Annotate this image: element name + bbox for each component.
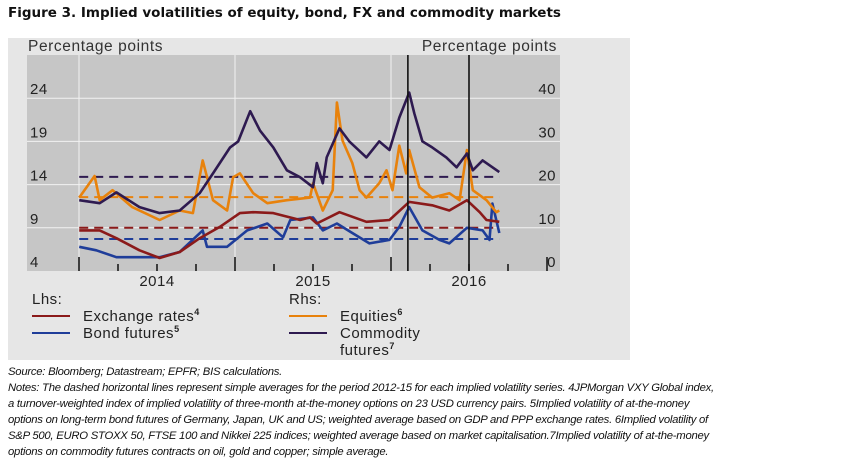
legend-label-exchange-rates: Exchange rates4 xyxy=(83,307,200,325)
rhs-axis-label: Percentage points xyxy=(422,38,557,55)
notes-line: options on long-term bond futures of Ger… xyxy=(8,414,708,426)
notes-line: S&P 500, EURO STOXX 50, FTSE 100 and Nik… xyxy=(8,430,709,442)
lhs-tick-label: 9 xyxy=(30,211,39,228)
legend: Lhs: Rhs: Exchange rates4 Bond futures5 … xyxy=(32,291,420,359)
x-tick-label: 2016 xyxy=(451,273,486,290)
lhs-tick-label: 4 xyxy=(30,254,39,271)
y-tick-labels: 24 19 14 9 4 40 30 20 10 0 xyxy=(30,81,556,271)
legend-label-line: Commodity xyxy=(340,325,420,342)
rhs-tick-label: 40 xyxy=(538,81,556,98)
lhs-tick-label: 19 xyxy=(30,124,48,141)
source-text: Source: Bloomberg; Datastream; EPFR; BIS… xyxy=(8,366,283,378)
legend-lhs-title: Lhs: xyxy=(32,291,62,308)
x-tick-label: 2015 xyxy=(295,273,330,290)
notes-block: Source: Bloomberg; Datastream; EPFR; BIS… xyxy=(8,364,863,460)
legend-label-commodity-futures: Commodity futures7 xyxy=(340,325,420,359)
series-line-exchange-rates xyxy=(79,198,500,260)
series-line-commodity-futures xyxy=(79,91,501,215)
figure-title: Figure 3. Implied volatilities of equity… xyxy=(8,5,561,21)
rhs-tick-label: 20 xyxy=(538,168,556,185)
legend-rhs-title: Rhs: xyxy=(289,291,322,308)
x-tick-label: 2014 xyxy=(139,273,174,290)
lhs-tick-label: 24 xyxy=(30,81,48,98)
notes-line: Notes: The dashed horizontal lines repre… xyxy=(8,382,714,394)
lhs-axis-label: Percentage points xyxy=(28,38,163,55)
series-lines xyxy=(78,91,501,260)
rhs-tick-label: 0 xyxy=(547,254,556,271)
rhs-tick-label: 10 xyxy=(538,211,556,228)
legend-footnote: 7 xyxy=(389,341,395,351)
x-ticks xyxy=(78,257,548,271)
legend-label-equities: Equities6 xyxy=(340,307,403,325)
notes-line: a turnover-weighted index of implied vol… xyxy=(8,398,690,410)
legend-label-line: futures xyxy=(340,342,389,359)
x-tick-labels: 2014 2015 2016 xyxy=(139,273,486,290)
notes-line: options on commodity futures contracts o… xyxy=(8,446,389,458)
legend-label-bond-futures: Bond futures5 xyxy=(83,324,180,342)
average-lines xyxy=(79,175,500,241)
event-lines xyxy=(407,55,470,271)
rhs-tick-label: 30 xyxy=(538,124,556,141)
series-line-equities xyxy=(78,101,500,222)
lhs-tick-label: 14 xyxy=(30,168,48,185)
